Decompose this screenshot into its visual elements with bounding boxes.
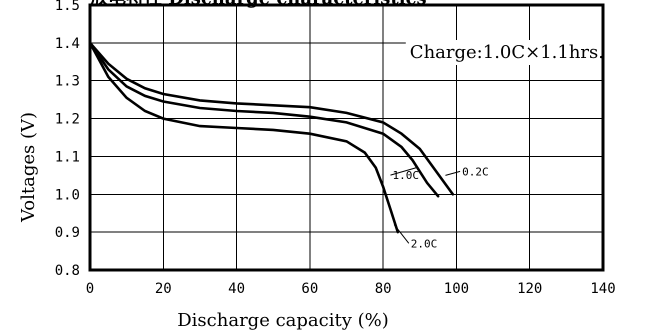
x-tick-label: 120 (517, 281, 542, 297)
y-tick-label: 1.0 (55, 187, 80, 203)
y-tick-label: 1.5 (55, 0, 80, 14)
x-axis-label: Discharge capacity (%) (177, 310, 389, 331)
series-label: 2.0C (411, 237, 438, 250)
x-tick-label: 20 (155, 281, 172, 297)
charge-annotation: Charge:1.0C×1.1hrs. (410, 42, 604, 63)
series-labels: 0.2C 1.0C 2.0C (390, 165, 489, 250)
x-tick-label: 140 (590, 281, 615, 297)
x-tick-labels: 0 20 40 60 80 100 120 140 (86, 281, 616, 297)
y-tick-label: 0.8 (55, 263, 80, 279)
label-leader (445, 170, 461, 176)
y-tick-label: 1.1 (55, 149, 80, 165)
series-label: 0.2C (462, 165, 489, 178)
x-tick-label: 40 (228, 281, 245, 297)
plot-frame (88, 3, 605, 272)
y-axis-label: Voltages (V) (18, 112, 39, 223)
x-tick-label: 80 (375, 281, 392, 297)
label-leader (390, 167, 417, 176)
x-tick-label: 100 (444, 281, 469, 297)
series-line-0-2C (88, 41, 455, 196)
y-tick-label: 1.3 (55, 74, 80, 90)
y-tick-label: 1.2 (55, 112, 80, 128)
y-tick-label: 0.9 (55, 225, 80, 241)
y-tick-labels: 0.8 0.9 1.0 1.1 1.2 1.3 1.4 1.5 (55, 0, 80, 279)
x-tick-label: 0 (86, 281, 94, 297)
x-tick-label: 60 (301, 281, 318, 297)
y-tick-label: 1.4 (55, 36, 80, 52)
series-line-2-0C (88, 41, 400, 234)
series-lines (88, 41, 455, 234)
label-leader (393, 224, 410, 244)
series-label: 1.0C (392, 169, 419, 182)
series-line-1-0C (88, 41, 440, 198)
annotation-background (405, 40, 602, 65)
